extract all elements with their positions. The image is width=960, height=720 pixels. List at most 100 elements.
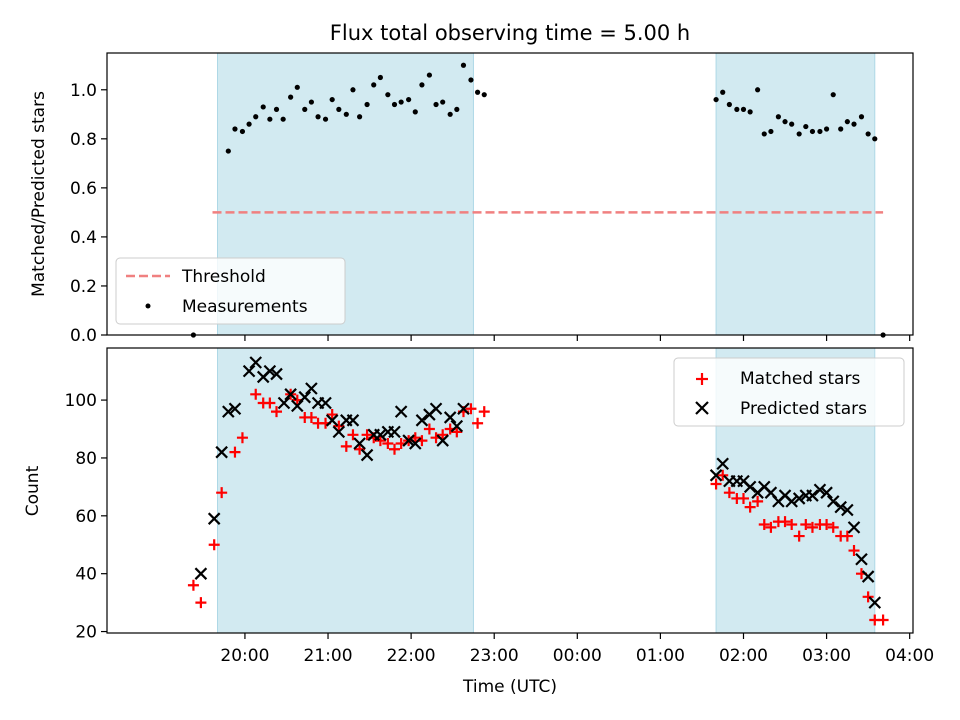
measurement-point [433, 101, 439, 108]
matched-star-point [848, 545, 860, 557]
measurement-point [343, 111, 349, 117]
matched-star-point [786, 518, 798, 530]
predicted-star-point [709, 469, 723, 482]
legend-predicted-label: Predicted stars [740, 399, 867, 419]
measurement-point [872, 136, 878, 142]
legend-measurements-swatch [145, 303, 151, 309]
measurement-point [796, 131, 802, 137]
measurement-point [280, 116, 286, 122]
legend-matched-swatch [696, 373, 708, 385]
matched-star-point [347, 429, 359, 441]
x-tick-label: 22:00 [387, 646, 436, 666]
measurement-point [838, 126, 844, 132]
measurement-point [789, 121, 795, 127]
predicted-star-point [806, 489, 819, 502]
measurement-point [377, 74, 383, 81]
top-title: Flux total observing time = 5.00 h [330, 21, 690, 45]
top-y-axis-label: Matched/Predicted stars [29, 91, 49, 297]
measurement-point [454, 106, 460, 112]
y-tick-label: 0.8 [70, 130, 97, 150]
bottom-y-axis-ticks: 20 40 60 80 100 [65, 391, 107, 643]
matched-star-point [340, 440, 352, 452]
shaded-band-2 [715, 52, 876, 336]
predicted-star-point [353, 437, 366, 450]
predicted-star-point [360, 448, 374, 462]
measurement-point [239, 128, 246, 135]
predicted-star-point [298, 390, 312, 404]
x-axis-label: Time (UTC) [462, 677, 557, 697]
bottom-legend: Matched stars Predicted stars [673, 357, 905, 427]
predicted-star-point [716, 457, 729, 471]
matched-star-point [793, 530, 805, 542]
legend-measurements-label: Measurements [182, 297, 308, 317]
predicted-star-point [325, 414, 339, 427]
matched-star-point [744, 501, 756, 513]
measurement-point [385, 92, 391, 98]
matched-star-point [758, 518, 770, 530]
shaded-band-1 [217, 347, 474, 634]
top-y-axis-ticks: 0.0 0.2 0.4 0.6 0.8 1.0 [70, 81, 107, 346]
matched-star-point [361, 429, 373, 441]
predicted-star-point [222, 405, 235, 418]
predicted-star-point [834, 500, 847, 514]
measurement-point [225, 148, 231, 154]
measurement-point [315, 114, 321, 120]
measurement-point [851, 121, 857, 127]
measurement-point [329, 96, 335, 103]
predicted-star-point [826, 495, 840, 508]
predicted-star-point [847, 521, 861, 534]
matched-star-point [229, 446, 241, 458]
x-tick-label: 20:00 [220, 646, 269, 666]
measurement-point [419, 82, 425, 88]
matched-star-point [465, 403, 477, 415]
measurement-point [817, 128, 823, 135]
measurement-point [398, 99, 404, 105]
predicted-star-point [319, 396, 332, 410]
predicted-star-point [374, 428, 387, 442]
top-legend: Threshold Measurements [115, 257, 346, 325]
matched-star-point [195, 597, 207, 609]
x-tick-label: 00:00 [553, 646, 602, 666]
y-tick-label: 100 [65, 391, 97, 411]
matched-star-point [821, 518, 833, 530]
matched-star-point [800, 518, 812, 530]
matched-star-point [354, 443, 366, 455]
measurement-point [294, 84, 300, 90]
measurement-point [474, 89, 481, 95]
y-tick-label: 1.0 [70, 81, 97, 101]
predicted-star-point [743, 480, 757, 494]
predicted-star-point [332, 425, 346, 439]
matched-star-point [333, 420, 345, 432]
y-tick-label: 80 [75, 449, 97, 469]
matched-star-point [216, 487, 228, 499]
predicted-star-point [394, 405, 408, 418]
predicted-star-point [813, 483, 827, 497]
measurement-point [755, 87, 761, 93]
matched-star-point [423, 423, 435, 435]
bottom-legend-box [673, 357, 905, 427]
matched-star-point [264, 397, 276, 409]
predicted-star-point [820, 486, 833, 499]
predicted-stars-points [194, 356, 882, 609]
y-tick-label: 40 [75, 565, 97, 585]
predicted-star-point [388, 425, 401, 439]
measurement-point [726, 101, 732, 108]
predicted-star-point [861, 570, 875, 583]
matched-star-point [437, 429, 449, 441]
predicted-star-point [868, 596, 882, 609]
x-tick-label: 01:00 [636, 646, 685, 666]
y-tick-label: 0.0 [70, 326, 97, 346]
matched-star-point [717, 469, 729, 481]
measurement-point [830, 92, 836, 98]
matched-star-point [723, 487, 735, 499]
measurement-point [747, 109, 753, 115]
predicted-star-point [436, 434, 449, 447]
measurement-point [426, 72, 432, 78]
measurement-point [267, 116, 273, 122]
measurement-point [803, 123, 809, 130]
matched-star-point [389, 443, 401, 455]
x-tick-label: 02:00 [719, 646, 768, 666]
measurement-point [273, 106, 280, 112]
predicted-star-point [249, 356, 263, 369]
matched-star-point [765, 521, 777, 533]
